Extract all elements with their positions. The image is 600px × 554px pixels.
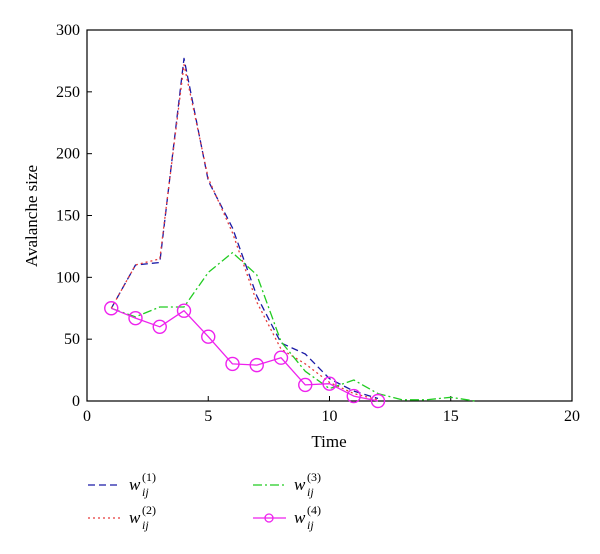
x-tick-label: 5 — [204, 408, 212, 425]
plot-frame — [86, 29, 573, 402]
y-tick-label: 200 — [56, 146, 80, 163]
x-tick-label: 10 — [322, 408, 338, 425]
y-tick-label: 300 — [56, 22, 80, 39]
legend-label-sub: ij — [142, 485, 149, 499]
legend-label-sup: (2) — [142, 503, 156, 517]
x-axis-label: Time — [311, 432, 346, 451]
series-line-3 — [111, 251, 476, 402]
legend-label-sup: (4) — [307, 503, 321, 517]
y-tick-label: 150 — [56, 208, 80, 225]
series-line-1 — [110, 57, 379, 400]
legend: w ij(1)w ij(2)w ij(3)w ij(4) — [88, 470, 321, 532]
series-layer — [104, 57, 476, 409]
x-tick-label: 20 — [564, 408, 580, 425]
legend-label-base: w — [294, 508, 306, 527]
legend-label-base: w — [129, 475, 141, 494]
y-axis-label: Avalanche size — [22, 165, 41, 267]
legend-marker — [264, 513, 274, 523]
series-4-marker — [152, 319, 167, 334]
y-tick-label: 100 — [56, 269, 80, 286]
series-4-marker — [298, 377, 313, 393]
legend-label-sub: ij — [307, 518, 314, 532]
y-tick-label: 250 — [56, 84, 80, 101]
y-tick-label: 0 — [72, 393, 80, 410]
legend-label-base: w — [294, 475, 306, 494]
legend-label-base: w — [129, 508, 141, 527]
series-line-2 — [110, 63, 379, 401]
series-4-marker — [201, 329, 216, 344]
series-4-marker — [225, 356, 240, 372]
series-4-marker — [128, 310, 143, 326]
series-4-marker — [273, 350, 289, 365]
series-4-marker — [249, 357, 264, 373]
series-4-marker — [370, 393, 386, 409]
series-line-4 — [111, 307, 379, 402]
legend-label-sup: (1) — [142, 470, 156, 484]
legend-label-sub: ij — [307, 485, 314, 499]
series-4-marker — [104, 301, 119, 316]
series-4-marker — [346, 388, 361, 404]
legend-label-sub: ij — [142, 518, 149, 532]
series-4-marker — [176, 303, 192, 318]
x-tick-label: 15 — [443, 408, 459, 425]
x-tick-label: 0 — [83, 408, 91, 425]
series-4-marker — [322, 376, 337, 391]
legend-label-sup: (3) — [307, 470, 321, 484]
y-tick-label: 50 — [64, 331, 80, 348]
